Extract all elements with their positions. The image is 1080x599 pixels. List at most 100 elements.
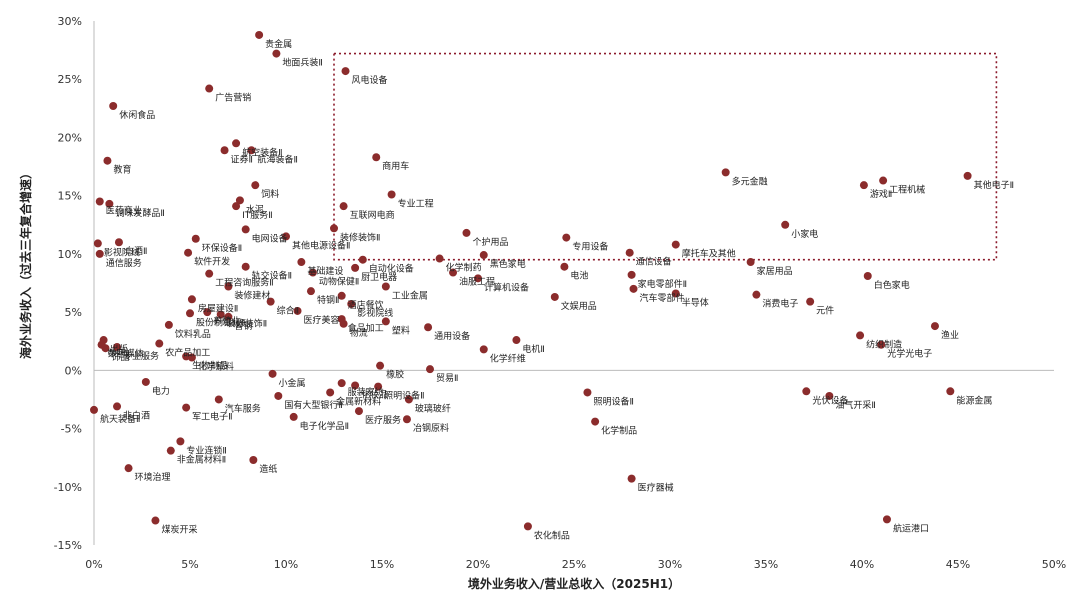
point-label: 航空装备Ⅱ [242,146,282,158]
data-point [224,312,233,321]
y-tick-label: -5% [61,423,82,436]
point-label: 金属新材料 [336,395,381,407]
point-label: 贵金属 [265,38,292,50]
data-point [101,344,110,353]
data-point [113,402,122,411]
data-point [825,391,834,400]
point-label: 白色家电 [874,279,910,291]
y-tick-label: 0% [65,364,82,377]
data-point [402,415,411,424]
data-point [358,255,367,264]
point-label: 农产品加工 [165,347,210,359]
data-point [293,306,302,315]
point-label: 渔业 [941,330,959,341]
data-point [856,331,865,340]
data-point [330,224,338,233]
data-point [337,379,346,388]
data-point [187,295,196,304]
data-point [90,405,98,414]
point-label: 非白酒 [123,409,150,421]
point-label: 数字媒体 [108,348,144,360]
point-label: 软件开发 [194,256,230,268]
data-point [752,290,761,299]
point-label: 工程机械 [889,184,925,196]
data-point [251,181,260,190]
highlight-box-layer [333,52,998,261]
data-point [166,446,175,455]
point-label: 调味发酵品Ⅱ [115,207,164,219]
data-point [806,297,815,306]
point-label: 厨卫电器 [361,271,397,283]
data-point [781,220,790,229]
point-label: 航海装备Ⅱ [257,153,297,165]
point-label: 油服工程 [459,276,495,288]
point-label: 生物制品 [192,359,228,371]
data-point [671,289,680,298]
data-point [308,268,317,277]
point-label: 装修装饰Ⅱ [227,317,267,329]
data-point [241,262,250,271]
data-point [374,382,383,391]
point-label: 游戏Ⅱ [870,188,892,200]
point-label: 物流 [350,327,368,339]
point-label: 白酒Ⅱ [125,245,147,257]
point-label: 食品加工 [348,322,384,334]
point-label: 专业服务 [123,350,159,362]
point-label: 水泥 [246,203,264,215]
x-axis-title: 境外业务收入/营业总收入（2025H1） [468,576,680,591]
point-label: 自动化设备 [369,263,414,275]
data-point [103,156,112,165]
data-point [930,322,939,331]
point-label: 养殖业 [213,315,240,327]
point-label: 专用设备 [572,241,608,253]
point-label: 家电零部件Ⅱ [638,278,687,290]
point-label: 塑料 [392,324,410,336]
x-tick-label: 50% [1042,558,1066,571]
data-point [105,199,114,208]
point-label: 航运港口 [893,522,929,534]
data-point [879,176,888,185]
point-label: 半导体 [682,296,709,308]
data-point [474,274,482,283]
point-label: 其他电子Ⅱ [974,179,1014,191]
data-point [339,319,348,328]
point-label: 纺织制造 [866,338,902,350]
point-label: 煤炭开采 [161,524,197,536]
data-point [109,102,118,111]
point-label: 饰品 [112,351,130,363]
point-label: 计算机设备 [484,281,529,293]
point-label: 互联网电商 [350,209,395,221]
point-label: 普钢 [234,320,252,332]
x-tick-label: 45% [946,558,970,571]
y-tick-label: 25% [58,73,82,86]
x-tick-label: 40% [850,558,874,571]
point-label: 环保设备Ⅱ [202,242,242,254]
x-tick-label: 10% [274,558,298,571]
point-label: 油气开采Ⅱ [835,399,875,411]
point-label: 消费电子 [762,298,798,310]
point-label: 能源金属 [956,394,992,406]
point-label: 医疗美容 [304,314,340,326]
point-label: IT服务Ⅱ [242,209,273,221]
data-point [562,233,571,242]
data-point [205,84,214,93]
point-label: 电力 [152,385,170,397]
point-label: 风电设备 [352,74,388,86]
x-tick-label: 35% [754,558,778,571]
data-point [339,202,348,211]
point-label: 非金属材料Ⅱ [177,454,226,466]
data-point [351,381,360,390]
data-point [151,516,160,525]
data-point [203,308,212,317]
data-point [268,369,277,378]
point-label: 元件 [816,305,834,317]
y-tick-label: 5% [65,306,82,319]
data-point [186,309,194,318]
data-point [337,291,346,300]
point-label: 中药Ⅱ [108,348,130,360]
point-label: 玻璃玻纤 [415,402,451,414]
point-label: 综合Ⅱ [277,305,299,317]
data-point [877,340,886,349]
data-point [347,299,356,308]
